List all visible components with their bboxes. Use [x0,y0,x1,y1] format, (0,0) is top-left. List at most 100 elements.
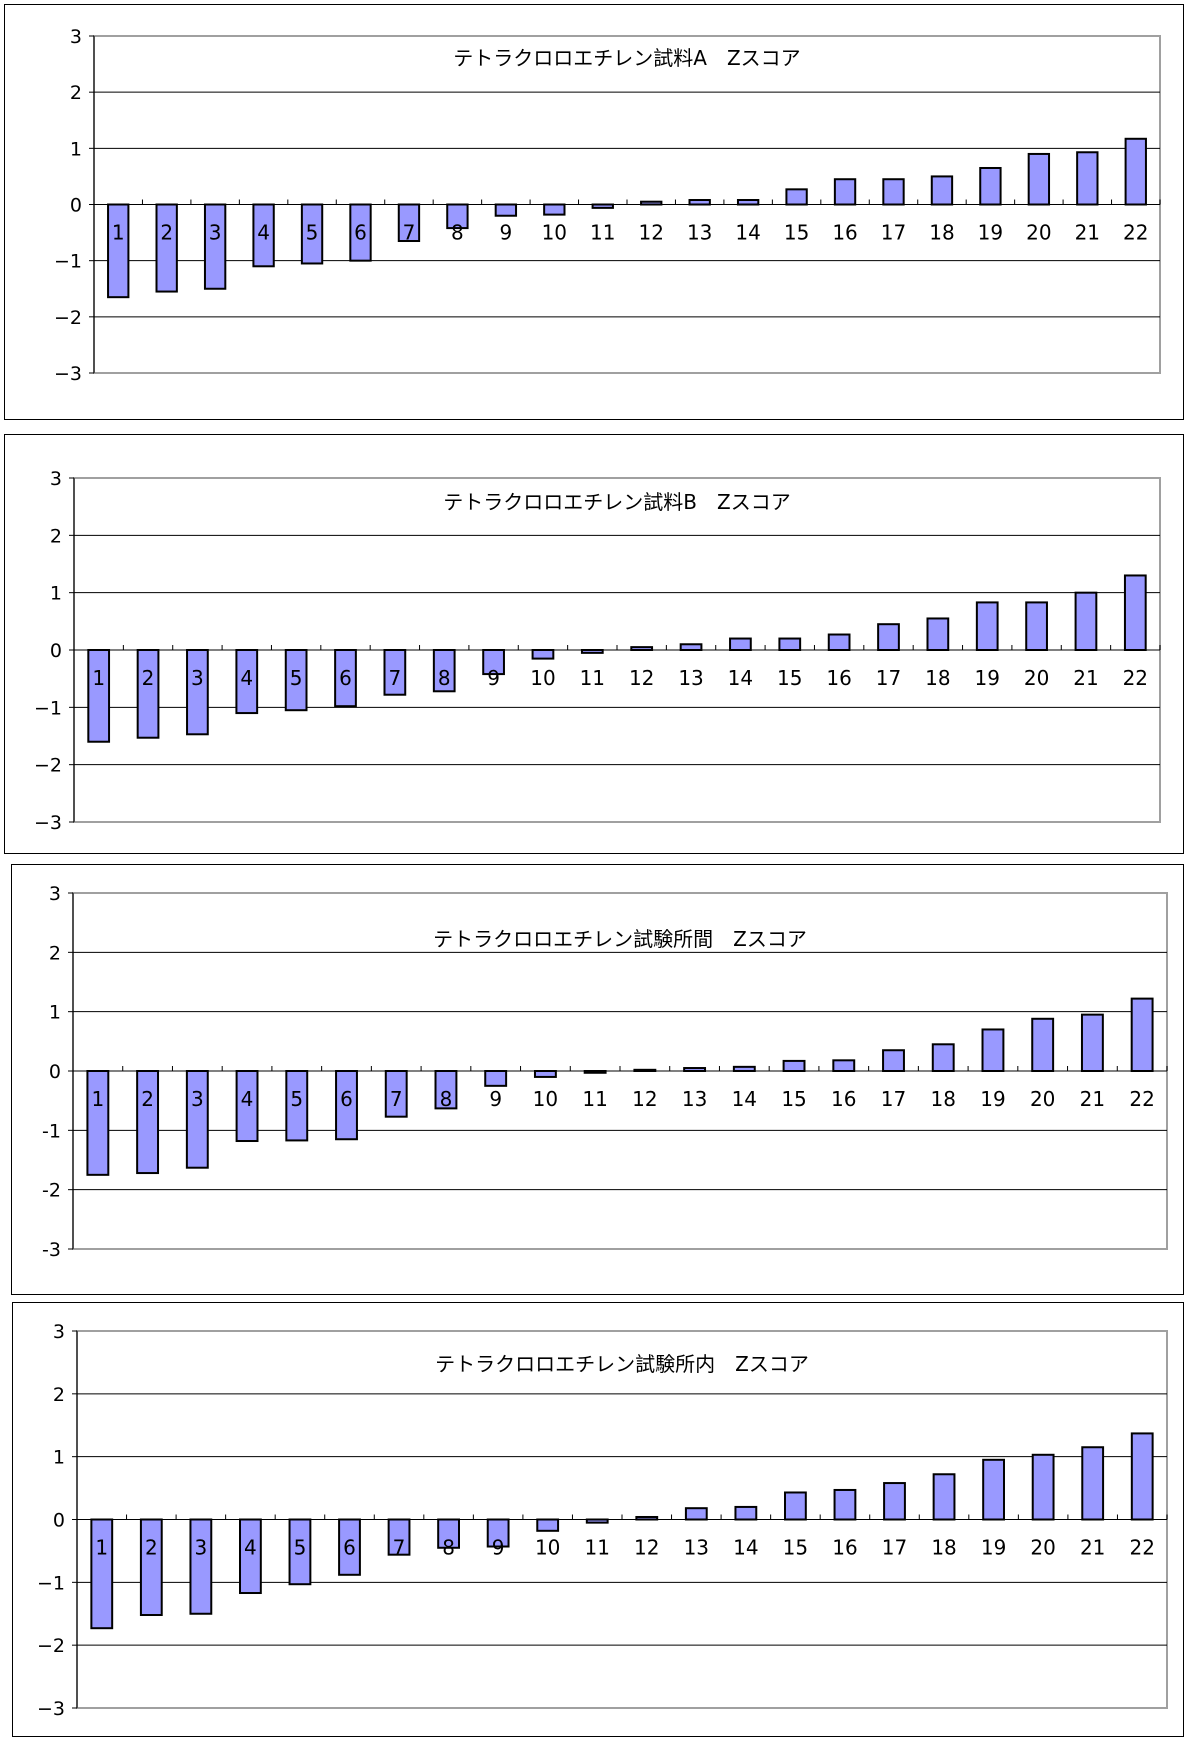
bar [437,1518,460,1549]
bar [979,166,1002,206]
category-label: 21 [1073,666,1098,690]
y-tick-label: −1 [54,251,82,273]
bar [1031,1017,1055,1072]
bar [397,203,421,243]
bar [882,178,905,206]
category-label: 20 [1030,1087,1055,1111]
bar [90,1518,114,1630]
bar [640,200,663,206]
bar [585,1518,609,1524]
bar [338,1518,361,1576]
category-label: 2 [145,1536,158,1560]
category-label: 15 [777,666,802,690]
bar [1080,1013,1104,1072]
y-tick-label: 1 [50,583,62,605]
category-label: 14 [735,221,760,245]
category-label: 17 [881,1087,906,1111]
bar [203,203,227,290]
category-label: 4 [240,666,253,690]
y-tick-label: 1 [49,1002,61,1024]
category-label: 2 [141,1087,154,1111]
bar [235,1070,259,1143]
bar [434,1070,458,1110]
bar [877,623,900,651]
bar [827,633,851,652]
category-label: 21 [1075,221,1100,245]
bar [239,1518,262,1595]
y-tick-label: −2 [54,307,82,329]
category-label: 8 [438,666,451,690]
y-tick-label: 3 [50,468,62,490]
bar [635,1515,659,1521]
category-label: 21 [1080,1536,1105,1560]
category-label: 22 [1129,1087,1154,1111]
category-label: 9 [492,1536,505,1560]
category-label: 5 [290,666,303,690]
bar [533,1070,557,1078]
category-label: 12 [634,1536,659,1560]
category-label: 21 [1080,1087,1105,1111]
bar [688,199,711,206]
y-tick-label: -1 [42,1120,61,1142]
y-tick-label: 3 [49,883,61,905]
bar [536,1518,560,1532]
category-label: 11 [582,1087,607,1111]
category-label: 6 [340,1087,353,1111]
bar [136,1070,160,1175]
category-label: 15 [784,221,809,245]
y-tick-label: 2 [50,525,62,547]
bar [446,203,469,230]
bar [139,1518,163,1617]
category-label: 9 [499,221,512,245]
chart-title: テトラクロロエチレン試料A Zスコア [453,46,800,70]
category-label: 12 [632,1087,657,1111]
category-label: 10 [530,666,555,690]
y-tick-label: 0 [53,1510,65,1532]
bar [778,637,802,652]
category-label: 3 [191,666,204,690]
y-tick-label: −3 [34,812,62,834]
y-tick-label: 3 [70,26,82,48]
category-label: 16 [831,1087,856,1111]
bar [432,649,456,693]
bar [1124,137,1147,206]
category-label: 16 [826,666,851,690]
category-label: 17 [882,1536,907,1560]
category-label: 1 [112,221,125,245]
bar [482,649,505,676]
bar [300,203,324,265]
category-label: 7 [388,666,401,690]
chart-panel-3: 3 2 1 0 -1 -2 -3 1 2 3 4 5 6 7 8 9 10 11 12 13 14 15 16 17 18 19 2… [11,864,1184,1295]
category-label: 14 [728,666,753,690]
bar [785,188,808,206]
category-label: 22 [1123,666,1148,690]
category-label: 11 [580,666,605,690]
y-tick-label: 0 [70,195,82,217]
bar [679,643,703,651]
bar [288,1518,312,1586]
bar [1076,151,1099,206]
y-tick-label: 3 [53,1321,65,1343]
category-label: 11 [590,221,615,245]
category-label: 8 [442,1536,455,1560]
chart-title: テトラクロロエチレン試験所内 Zスコア [435,1352,809,1376]
category-label: 14 [732,1087,757,1111]
bar [981,1028,1005,1072]
bar [982,1458,1005,1521]
category-label: 16 [832,221,857,245]
category-label: 12 [629,666,654,690]
bar [930,175,954,206]
category-label: 15 [783,1536,808,1560]
bar [1081,1446,1105,1521]
category-label: 8 [440,1087,453,1111]
bar [633,1068,657,1073]
category-label: 7 [393,1536,406,1560]
category-label: 19 [980,1087,1005,1111]
category-label: 10 [533,1087,558,1111]
bar [683,1067,707,1073]
bar [285,1070,309,1142]
bar [387,1518,411,1556]
bar [155,203,178,293]
bar [383,649,407,696]
